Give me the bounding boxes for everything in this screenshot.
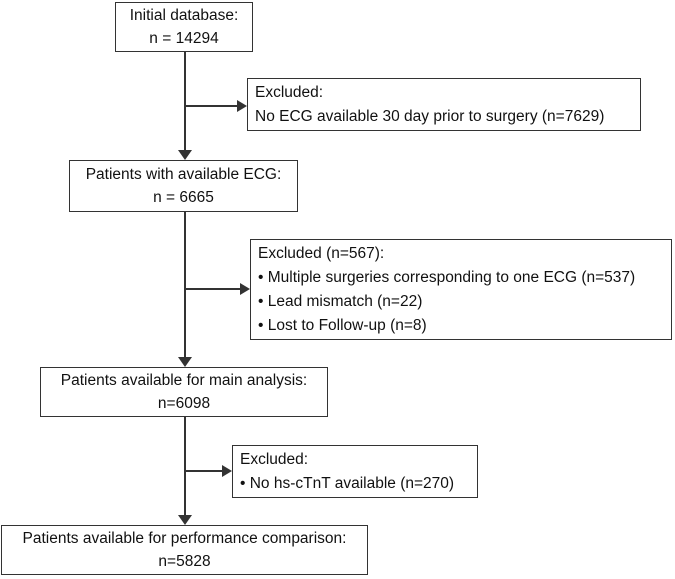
connector-branch-excluded-multiple [185,288,242,290]
arrowhead-right-icon [237,100,247,112]
box-line: n = 6665 [153,189,214,206]
arrowhead-down-icon [178,150,192,160]
box-line: Excluded: [240,451,309,468]
box-line: • Multiple surgeries corresponding to on… [258,269,636,286]
arrowhead-down-icon [178,357,192,367]
arrowhead-right-icon [240,283,250,295]
box-line: • Lost to Follow-up (n=8) [258,317,427,334]
box-line: n=5828 [158,553,211,570]
box-line: • No hs-cTnT available (n=270) [240,475,455,492]
box-available-ecg: Patients with available ECG: n = 6665 [69,160,298,212]
box-line: Initial database: [129,7,239,24]
connector-initial-to-available [184,52,186,151]
box-line: Patients with available ECG: [85,166,282,183]
box-line: Excluded: [255,84,324,101]
arrowhead-down-icon [178,515,192,525]
box-line: • Lead mismatch (n=22) [258,293,423,310]
connector-available-to-main [184,212,186,358]
arrowhead-right-icon [222,465,232,477]
connector-branch-excluded-ecg [185,105,239,107]
box-line: Patients available for main analysis: [60,372,308,389]
box-line: No ECG available 30 day prior to surgery… [255,108,605,125]
box-line: Patients available for performance compa… [22,530,347,547]
box-performance-comparison: Patients available for performance compa… [1,525,368,575]
box-line: n = 14294 [149,30,219,47]
box-line: Excluded (n=567): [258,245,385,262]
connector-main-to-performance [184,417,186,516]
box-excluded-no-ecg: Excluded: No ECG available 30 day prior … [247,78,641,131]
box-excluded-multiple: Excluded (n=567): • Multiple surgeries c… [250,239,672,340]
connector-branch-excluded-hsctnt [185,470,224,472]
box-line: n=6098 [157,395,211,412]
box-excluded-hsctnt: Excluded: • No hs-cTnT available (n=270) [232,445,478,498]
box-initial-database: Initial database: n = 14294 [115,2,253,52]
box-main-analysis: Patients available for main analysis: n=… [40,367,328,417]
